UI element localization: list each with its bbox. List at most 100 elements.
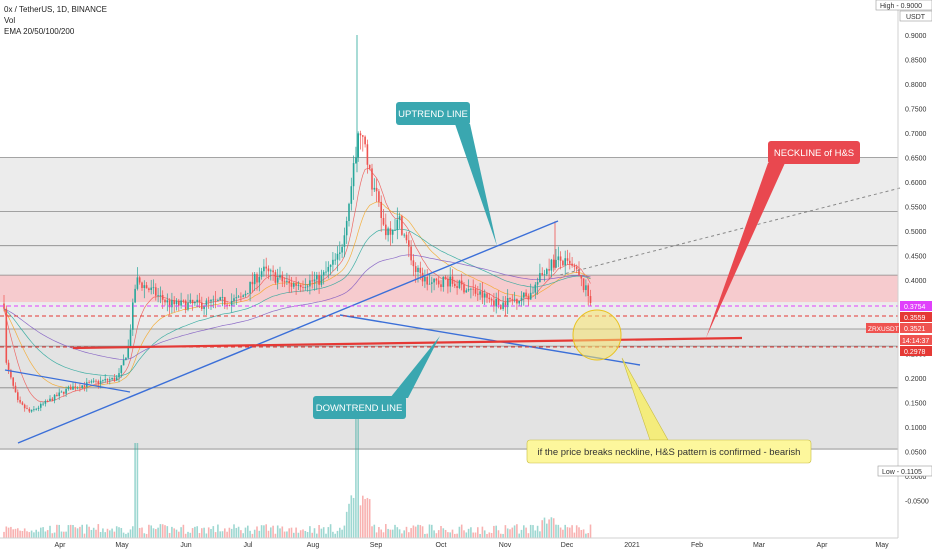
volume-bar xyxy=(463,530,465,538)
candle-body xyxy=(219,297,221,301)
candle-body xyxy=(444,276,447,279)
volume-bar xyxy=(233,524,235,538)
candle-body xyxy=(573,265,576,267)
volume-bar xyxy=(428,524,431,538)
volume-bar xyxy=(97,524,100,538)
volume-bar xyxy=(578,527,580,538)
candle-body xyxy=(566,258,569,261)
volume-bar xyxy=(283,531,286,538)
uptrend-callout: UPTREND LINE xyxy=(396,102,497,246)
volume-bar xyxy=(95,529,97,538)
candle-body xyxy=(557,256,560,260)
volume-bar xyxy=(431,524,433,538)
candle-body xyxy=(90,381,93,383)
uptrend-label: UPTREND LINE xyxy=(398,109,468,120)
volume-bar xyxy=(120,527,123,538)
volume-bar xyxy=(168,532,171,538)
candle-body xyxy=(17,392,19,400)
volume-bar xyxy=(267,530,270,538)
candle-body xyxy=(332,259,334,265)
candle-body xyxy=(562,260,564,266)
volume-bar xyxy=(433,530,435,538)
candle-body xyxy=(548,269,550,271)
candle-body xyxy=(58,392,60,397)
candle-body xyxy=(398,216,401,220)
volume-bar xyxy=(290,527,293,538)
candle-body xyxy=(382,217,385,225)
candle-body xyxy=(380,201,382,218)
volume-bar xyxy=(221,531,224,538)
volume-bar xyxy=(217,524,219,538)
candle-body xyxy=(134,288,136,303)
candle-body xyxy=(460,280,463,285)
volume-bar xyxy=(58,524,60,538)
volume-bar xyxy=(104,532,106,538)
x-tick-label: 2021 xyxy=(624,542,640,549)
volume-bar xyxy=(253,529,256,538)
candle-body xyxy=(364,136,366,145)
volume-bar xyxy=(543,517,546,538)
volume-bar xyxy=(171,526,173,538)
candle-body xyxy=(513,298,516,300)
candle-body xyxy=(417,267,419,273)
candle-body xyxy=(53,394,56,401)
candle-body xyxy=(564,258,566,266)
time-axis[interactable]: Apr May Jun Jul Aug Sep Oct Nov Dec 2021 Feb Mar Apr… xyxy=(0,537,898,549)
candle-body xyxy=(490,299,493,301)
candle-body xyxy=(527,296,530,300)
candle-body xyxy=(467,289,470,291)
volume-bar xyxy=(148,524,150,538)
volume-bar xyxy=(564,524,566,538)
candle-body xyxy=(355,157,357,164)
candle-body xyxy=(509,298,511,300)
volume-bar xyxy=(309,526,311,538)
volume-bar xyxy=(534,530,537,538)
volume-bar xyxy=(488,532,491,538)
x-tick-label: Sep xyxy=(370,542,383,549)
candle-body xyxy=(270,270,272,272)
volume-bar xyxy=(178,531,180,538)
volume-bar xyxy=(582,529,585,538)
candle-body xyxy=(166,300,169,303)
candle-body xyxy=(322,272,325,276)
chart-title: 0x / TetherUS, 1D, BINANCE xyxy=(4,5,107,14)
candle-body xyxy=(171,300,173,308)
volume-bar xyxy=(180,527,182,538)
price-axis[interactable]: 0.9000 0.8500 0.8000 0.7500 0.7000 0.6500 0.60… xyxy=(905,33,929,506)
volume-bar xyxy=(53,532,56,538)
candle-body xyxy=(46,400,49,402)
candle-body xyxy=(159,294,162,296)
candle-body xyxy=(221,297,224,298)
volume-bar xyxy=(141,527,143,538)
volume-bar xyxy=(127,532,129,538)
candle-body xyxy=(138,277,141,283)
volume-bar xyxy=(403,530,405,538)
volume-bar xyxy=(472,532,474,538)
volume-bar xyxy=(325,533,327,538)
volume-bar xyxy=(152,528,155,538)
volume-bar xyxy=(495,525,497,538)
y-tick-label: -0.0500 xyxy=(905,499,929,506)
breakout-highlight xyxy=(572,309,622,361)
y-tick-label: 0.0500 xyxy=(905,450,927,457)
candle-body xyxy=(136,277,139,289)
candle-body xyxy=(74,386,77,389)
volume-bar xyxy=(414,526,417,538)
candle-body xyxy=(184,300,187,310)
volume-bar xyxy=(467,528,470,538)
volume-bar xyxy=(28,532,31,538)
candle-body xyxy=(7,362,10,371)
candle-body xyxy=(359,133,362,136)
candle-body xyxy=(279,275,281,278)
candle-body xyxy=(488,297,491,300)
volume-bar xyxy=(109,530,111,538)
candle-body xyxy=(120,365,123,374)
volume-bar xyxy=(348,503,350,538)
candle-body xyxy=(575,266,578,270)
candle-body xyxy=(589,296,592,304)
extension-dotted-line xyxy=(559,187,901,276)
volume-bar xyxy=(332,531,334,538)
candle-body xyxy=(387,228,389,236)
candle-body xyxy=(49,398,51,402)
